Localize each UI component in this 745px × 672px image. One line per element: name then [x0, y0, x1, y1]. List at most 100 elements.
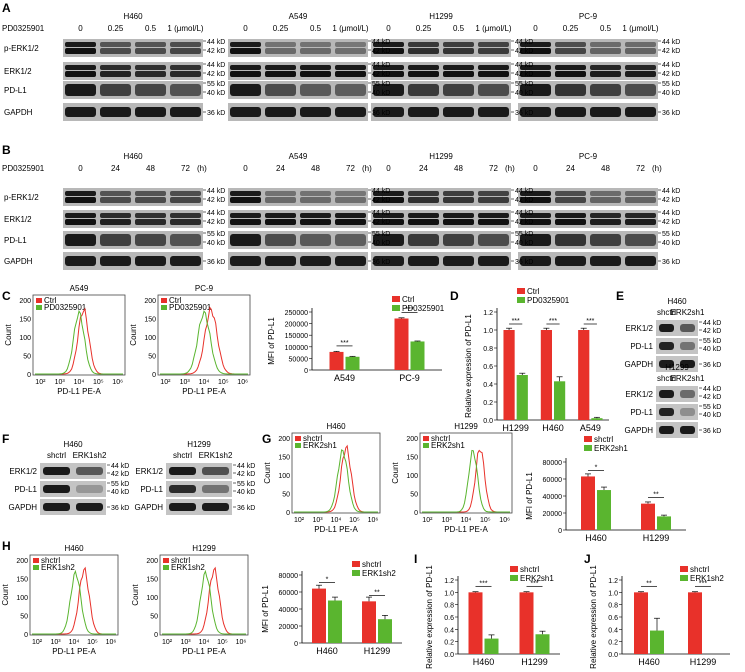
- legend-swatch: [352, 570, 360, 576]
- blot-membrane: [228, 252, 368, 270]
- legend-label: shctrl: [520, 565, 539, 574]
- blot-membrane: [371, 231, 511, 249]
- legend-swatch: [584, 436, 592, 442]
- y-tick-label: 100: [144, 335, 156, 342]
- kd-marker: 36 kD: [372, 259, 390, 266]
- cell-line-title: H1299: [187, 440, 211, 449]
- lane-label: 1 (μmol/L): [167, 24, 204, 33]
- blot-membrane: [228, 210, 368, 228]
- lane-label: 1 (μmol/L): [475, 24, 512, 33]
- protein-band: [373, 71, 404, 77]
- protein-band: [478, 197, 509, 203]
- lane-label: 72: [346, 164, 355, 173]
- protein-band: [76, 467, 103, 475]
- histogram-treated-curve: [35, 309, 123, 375]
- cell-line-title: H460: [123, 12, 143, 21]
- legend-swatch-red: [161, 298, 167, 303]
- legend-swatch-red: [33, 558, 39, 563]
- blot-membrane: [518, 62, 658, 80]
- protein-band: [373, 84, 404, 96]
- kd-marker: 42 kD: [703, 394, 721, 401]
- bar: [312, 588, 326, 643]
- y-axis-label: Relative expression of PD-L1: [589, 565, 598, 669]
- lane-label: ERK1sh2: [199, 451, 233, 460]
- legend-swatch: [352, 561, 360, 567]
- row-label: p-ERK1/2: [4, 44, 39, 53]
- bar: [394, 318, 409, 370]
- protein-band: [590, 219, 621, 225]
- lane-label: 0.5: [600, 24, 612, 33]
- protein-band: [265, 234, 296, 246]
- y-axis-label: Relative expression of PD-L1: [464, 314, 473, 418]
- protein-band: [300, 71, 331, 77]
- legend-label: ERK2sh1: [594, 444, 628, 453]
- lane-label: shctrl: [657, 374, 676, 383]
- protein-band: [230, 219, 261, 225]
- protein-band: [625, 256, 656, 266]
- y-tick-label: 50: [148, 354, 156, 361]
- row-label: PD-L1: [14, 485, 37, 494]
- bar: [345, 356, 360, 370]
- bar: [597, 490, 611, 530]
- protein-band: [265, 219, 296, 225]
- significance-label: ***: [340, 340, 348, 347]
- kd-marker: 44 kD: [207, 39, 225, 46]
- protein-band: [100, 197, 131, 203]
- x-tick-label: 10²: [162, 639, 173, 646]
- histogram-control-curve: [294, 444, 378, 513]
- kd-marker: 55 kD: [237, 481, 255, 488]
- row-label: ERK1/2: [625, 324, 653, 333]
- lane-label: 0.25: [563, 24, 579, 33]
- kd-marker: 40 kD: [662, 240, 680, 247]
- bar: [540, 330, 552, 420]
- blot-membrane: [518, 103, 658, 121]
- cell-line-title: A549: [289, 152, 308, 161]
- kd-marker: 36 kD: [515, 110, 533, 117]
- protein-band: [555, 197, 586, 203]
- blot-membrane: [371, 188, 511, 206]
- y-tick-label: 150: [406, 455, 418, 462]
- flow-plot-frame: [157, 294, 251, 376]
- bar: [410, 341, 425, 370]
- kd-marker: 44 kD: [703, 386, 721, 393]
- significance-label: ***: [479, 580, 487, 587]
- y-tick-label: 0.6: [444, 615, 454, 622]
- protein-band: [478, 256, 509, 266]
- legend-label: shctrl: [431, 434, 450, 443]
- protein-band: [265, 71, 296, 77]
- y-tick-label: 150: [278, 455, 290, 462]
- protein-band: [478, 213, 509, 218]
- y-tick-label: 1.0: [444, 590, 454, 597]
- kd-marker: 44 kD: [372, 210, 390, 217]
- protein-band: [625, 65, 656, 70]
- protein-band: [443, 107, 474, 117]
- protein-band: [300, 107, 331, 117]
- protein-band: [65, 197, 96, 203]
- histogram-treated-curve: [294, 449, 378, 513]
- blot-membrane: [63, 103, 203, 121]
- protein-band: [335, 197, 366, 203]
- lane-label: (h): [197, 164, 207, 173]
- blot-membrane: [63, 252, 203, 270]
- lane-label: 24: [276, 164, 285, 173]
- legend-swatch: [392, 305, 400, 311]
- panel-a-blots: PD0325901 p-ERK1/2 ERK1/2 PD-L1 GAPDH H460 0 0.…: [2, 12, 680, 121]
- protein-band: [520, 197, 551, 203]
- y-axis-label: MFI of PD-L1: [525, 472, 534, 520]
- protein-band: [625, 219, 656, 225]
- blot-membrane: [518, 39, 658, 57]
- panel-letter-d: D: [450, 289, 459, 303]
- blot-membrane: [518, 81, 658, 99]
- protein-band: [590, 234, 621, 246]
- blot-membrane: [228, 231, 368, 249]
- x-tick-label: 10³: [442, 517, 453, 524]
- legend-swatch: [584, 445, 592, 451]
- protein-band: [335, 42, 366, 47]
- protein-band: [230, 107, 261, 117]
- y-tick-label: 50: [20, 614, 28, 621]
- protein-band: [478, 84, 509, 96]
- protein-band: [555, 107, 586, 117]
- protein-band: [659, 390, 674, 398]
- x-category-label: H1299: [502, 423, 529, 433]
- bar: [329, 351, 344, 370]
